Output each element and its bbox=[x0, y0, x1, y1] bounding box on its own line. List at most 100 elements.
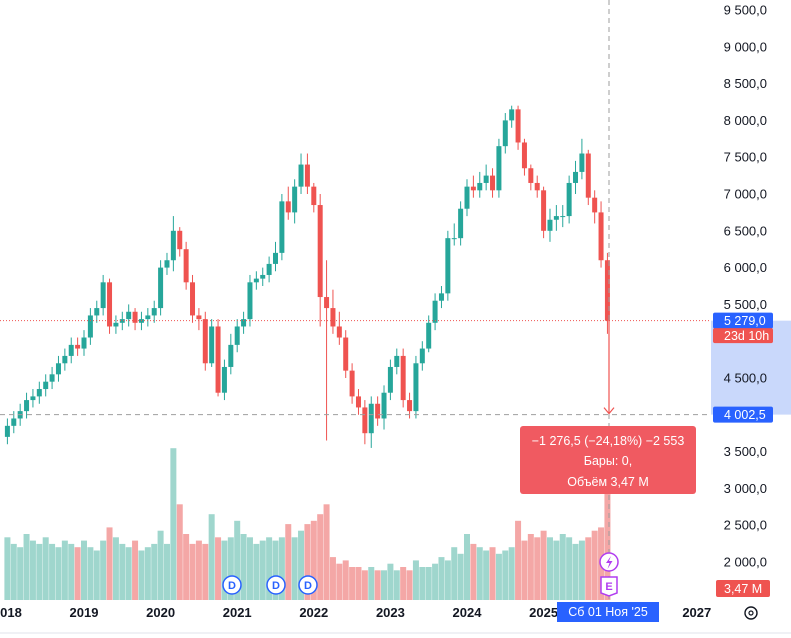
price-tick-label: 7 000,0 bbox=[724, 187, 767, 202]
year-tick-label: 2018 bbox=[0, 605, 22, 620]
volume-bar bbox=[489, 547, 496, 600]
year-tick-label: 2021 bbox=[223, 605, 252, 620]
candle-body bbox=[400, 355, 406, 401]
volume-bar bbox=[451, 547, 458, 600]
candle-body bbox=[113, 322, 119, 327]
volume-bar bbox=[361, 570, 368, 600]
volume-bar bbox=[483, 550, 490, 600]
volume-bar bbox=[266, 537, 273, 600]
candle-body bbox=[196, 315, 202, 320]
candle-body bbox=[24, 400, 30, 412]
candle-body bbox=[298, 164, 304, 187]
candle-body bbox=[419, 348, 425, 364]
svg-text:D: D bbox=[272, 580, 280, 592]
price-tick-label: 4 500,0 bbox=[724, 371, 767, 386]
candle-body bbox=[100, 282, 106, 309]
candle-body bbox=[407, 400, 413, 412]
price-tick-label: 3 500,0 bbox=[724, 444, 767, 459]
candle-body bbox=[566, 182, 572, 217]
volume-bar bbox=[93, 550, 100, 600]
candle-body bbox=[541, 190, 547, 231]
volume-bar bbox=[438, 557, 445, 600]
candle-body bbox=[215, 326, 221, 393]
volume-bar bbox=[393, 570, 400, 600]
measure-bars-text: Бары: 0, bbox=[584, 454, 632, 468]
volume-bar bbox=[412, 560, 419, 600]
candle-body bbox=[349, 370, 355, 397]
candle-body bbox=[183, 249, 189, 283]
svg-text:D: D bbox=[304, 580, 312, 592]
candle-body bbox=[368, 403, 374, 434]
dividend-marker[interactable]: D bbox=[298, 575, 318, 595]
candle-body bbox=[521, 142, 527, 169]
volume-bar bbox=[234, 520, 241, 600]
candle-body bbox=[107, 282, 113, 327]
volume-bar bbox=[195, 540, 202, 600]
volume-tag: 3,47 M bbox=[716, 580, 770, 597]
candle-body bbox=[528, 168, 534, 183]
volume-bar bbox=[125, 547, 132, 600]
candle-body bbox=[509, 109, 515, 121]
candle-body bbox=[381, 392, 387, 419]
price-tick-label: 8 000,0 bbox=[724, 113, 767, 128]
svg-text:Сб 01 Ноя '25: Сб 01 Ноя '25 bbox=[568, 605, 648, 619]
volume-bar bbox=[425, 567, 432, 600]
candle-body bbox=[247, 282, 253, 320]
price-tick-label: 6 500,0 bbox=[724, 223, 767, 238]
volume-bar bbox=[55, 547, 62, 600]
candle-body bbox=[68, 344, 74, 356]
candle-body bbox=[209, 326, 215, 364]
volume-bar bbox=[464, 534, 470, 600]
earnings-marker[interactable]: E bbox=[600, 576, 618, 597]
volume-bar bbox=[578, 540, 585, 600]
candles bbox=[4, 105, 610, 448]
candle-body bbox=[285, 201, 291, 213]
candle-body bbox=[464, 186, 470, 209]
volume-bar bbox=[272, 540, 279, 600]
volume-bar bbox=[29, 540, 36, 600]
candle-body bbox=[598, 212, 604, 261]
candle-body bbox=[553, 216, 559, 220]
lightning-icon[interactable] bbox=[599, 552, 619, 572]
candle-body bbox=[164, 260, 170, 268]
candle-body bbox=[202, 319, 208, 364]
volume-bar bbox=[329, 557, 336, 600]
volume-bar bbox=[591, 530, 598, 600]
volume-bar bbox=[221, 540, 228, 600]
volume-bar bbox=[521, 540, 528, 600]
dividend-marker[interactable]: D bbox=[266, 575, 286, 595]
volume-bar bbox=[285, 524, 292, 600]
candle-body bbox=[304, 164, 310, 187]
candle-body bbox=[190, 282, 196, 316]
candle-body bbox=[387, 366, 393, 393]
candle-body bbox=[234, 326, 240, 345]
volume-bar bbox=[559, 534, 566, 600]
year-tick-label: 2019 bbox=[70, 605, 99, 620]
dividend-marker[interactable]: D bbox=[222, 575, 242, 595]
time-axis[interactable]: 2018 2019 2020 2021 2022 2023 2024 2025 2027 bbox=[0, 605, 711, 620]
candle-body bbox=[317, 205, 323, 298]
candle-body bbox=[445, 238, 451, 294]
candle-body bbox=[87, 315, 93, 338]
volume-bar bbox=[336, 563, 343, 600]
price-tick-label: 2 000,0 bbox=[724, 555, 767, 570]
volume-bar bbox=[215, 537, 222, 600]
candle-body bbox=[375, 403, 381, 419]
candle-body bbox=[132, 311, 138, 323]
gear-icon[interactable] bbox=[744, 606, 758, 620]
measure-change-text: −1 276,5 (−24,18%) −2 553 bbox=[532, 434, 685, 448]
year-tick-label: 2025 bbox=[529, 605, 558, 620]
candle-body bbox=[470, 186, 476, 191]
candle-body bbox=[355, 396, 361, 408]
candle-body bbox=[547, 219, 553, 231]
volume-bar bbox=[87, 547, 94, 600]
volume-bar bbox=[100, 540, 107, 600]
year-tick-label: 2024 bbox=[453, 605, 483, 620]
price-axis[interactable]: 9 500,0 9 000,0 8 500,0 8 000,0 7 500,0 7 000… bbox=[724, 3, 767, 570]
volume-bar bbox=[470, 543, 477, 600]
candle-body bbox=[221, 366, 227, 393]
volume-bar bbox=[291, 537, 298, 600]
price-tick-label: 9 000,0 bbox=[724, 39, 767, 54]
